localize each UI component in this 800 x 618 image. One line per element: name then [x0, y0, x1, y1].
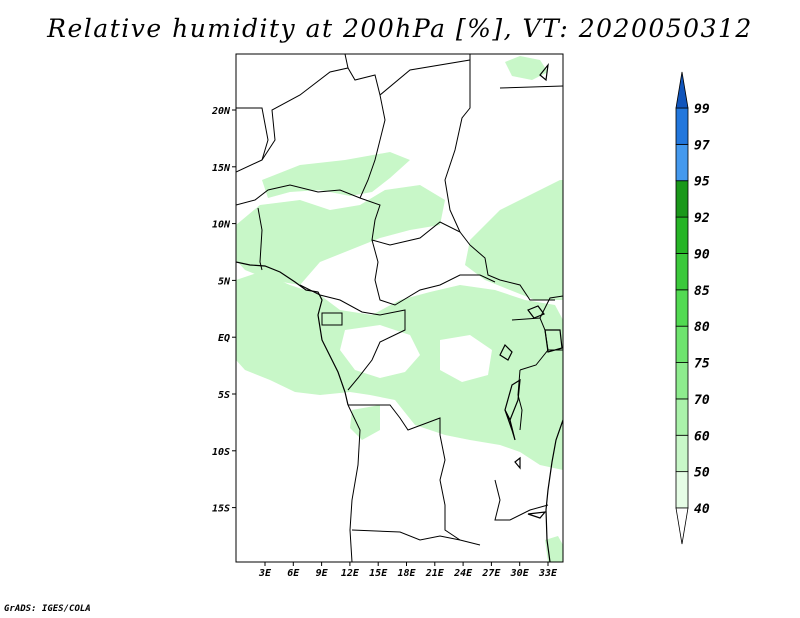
humidity-area-central-dry: [340, 325, 420, 378]
colorbar-segment: [675, 434, 689, 473]
lon-label: 9E: [316, 568, 329, 579]
colorbar-label: 90: [694, 247, 710, 262]
colorbar-label: 40: [694, 502, 710, 517]
humidity-area-east: [465, 180, 563, 300]
colorbar-label: 50: [694, 466, 710, 481]
humidity-area-west: [236, 185, 445, 285]
colorbar-max-arrow: [675, 71, 689, 109]
colorbar-label: 80: [694, 320, 710, 335]
colorbar-label: 95: [694, 175, 710, 190]
colorbar-segment: [675, 471, 689, 509]
lon-label: 33E: [538, 568, 558, 579]
lon-label: 18E: [397, 568, 416, 579]
lat-label: 20N: [211, 106, 231, 117]
latitude-axis: 20N 15N 10N 5N EQ 5S 10S 15S: [211, 106, 236, 515]
lat-label: 10S: [212, 447, 230, 458]
lon-label: 15E: [369, 568, 388, 579]
colorbar-label: 85: [694, 284, 710, 299]
colorbar-segment: [675, 253, 689, 291]
lat-label: 5S: [218, 390, 230, 401]
colorbar-segment: [675, 143, 689, 182]
lat-label: 5N: [218, 276, 231, 287]
lat-label: 15N: [212, 163, 231, 174]
humidity-area-congo-dry: [440, 335, 492, 382]
humidity-area-southwest: [350, 405, 380, 440]
colorbar-label: 60: [694, 429, 710, 444]
credit-text: GrADS: IGES/COLA: [4, 604, 91, 614]
colorbar-segment: [675, 325, 689, 363]
colorbar-label: 92: [694, 211, 710, 226]
colorbar-segment: [675, 289, 689, 327]
colorbar-label: 99: [694, 102, 710, 117]
lat-label: EQ: [218, 333, 230, 344]
humidity-area-north: [505, 56, 548, 80]
lat-label: 10N: [212, 220, 231, 231]
country-borders: [236, 54, 563, 562]
humidity-shading: [236, 56, 563, 562]
coastlines: [236, 62, 563, 562]
colorbar-segment: [675, 216, 689, 254]
colorbar-segment: [675, 362, 689, 400]
lon-label: 24E: [453, 568, 473, 579]
lon-label: 12E: [341, 568, 360, 579]
lon-label: 6E: [287, 568, 300, 579]
colorbar-segment: [675, 398, 689, 436]
colorbar: 40 50 60 70 75 80 85 90 92 95 97 99: [675, 71, 710, 545]
lat-label: 15S: [212, 504, 230, 515]
lon-label: 30E: [510, 568, 530, 579]
colorbar-min-arrow: [675, 507, 689, 545]
map-frame: [235, 53, 564, 563]
lon-label: 21E: [425, 568, 445, 579]
lon-label: 27E: [481, 568, 501, 579]
colorbar-label: 75: [694, 357, 710, 372]
colorbar-label: 70: [694, 393, 710, 408]
colorbar-segment: [675, 180, 689, 218]
humidity-area-sahel: [262, 152, 410, 198]
colorbar-label: 97: [694, 138, 710, 153]
longitude-axis: 3E 6E 9E 12E 15E 18E 21E 24E 27E 30E 33E: [258, 562, 558, 579]
lon-label: 3E: [258, 568, 272, 579]
colorbar-segment: [675, 107, 689, 145]
map-title: Relative humidity at 200hPa [%], VT: 202…: [47, 14, 753, 43]
